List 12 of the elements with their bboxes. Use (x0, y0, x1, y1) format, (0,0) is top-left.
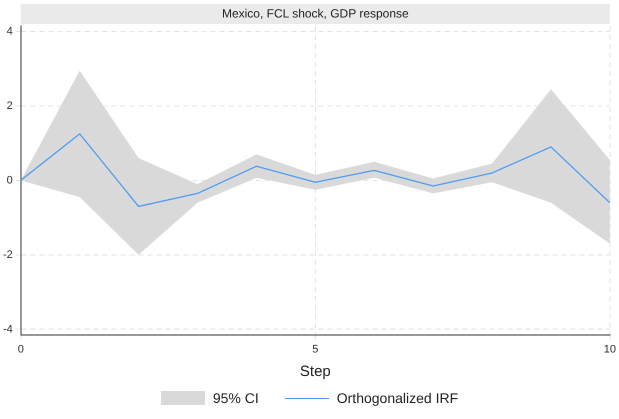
text: 95% CI (212, 390, 259, 406)
y-tick-label: -2 (3, 248, 13, 261)
legend-label: Orthogonalized IRF (336, 390, 458, 406)
chart-title: Mexico, FCL shock, GDP response (222, 6, 410, 20)
y-tick-label: -4 (3, 323, 13, 336)
x-tick-label: 5 (312, 343, 318, 356)
x-tick-label: 10 (604, 343, 616, 356)
y-tick-label: 0 (6, 174, 13, 186)
y-tick-label: 2 (6, 100, 13, 112)
x-tick-label: 0 (18, 343, 24, 356)
x-axis-title: Step (300, 363, 331, 380)
y-tick-label: 4 (6, 26, 13, 38)
